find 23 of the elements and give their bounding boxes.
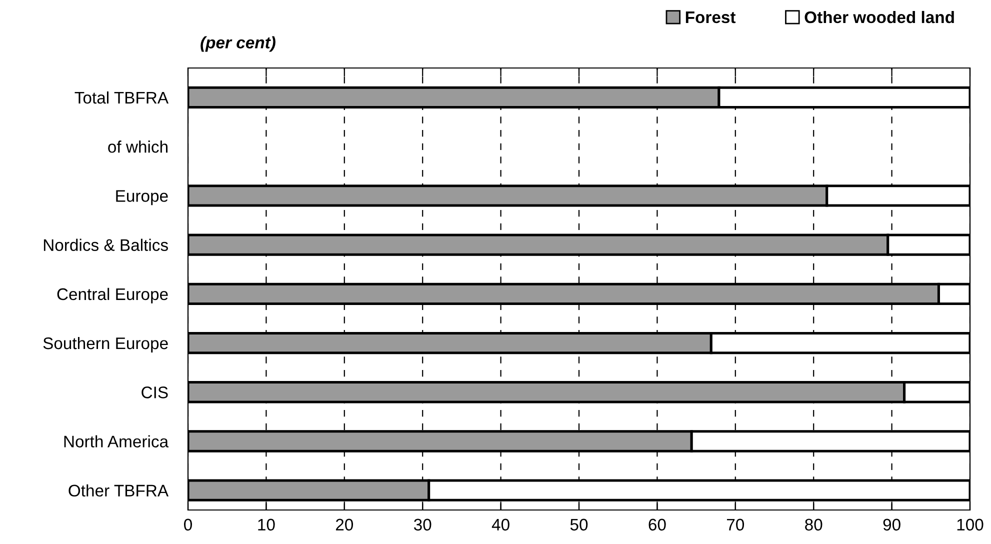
- y-tick-label: North America: [64, 435, 169, 448]
- x-tick-label: 40: [492, 518, 510, 531]
- y-tick-label: CIS: [142, 386, 168, 398]
- y-tick-label: Central Europe: [57, 288, 168, 304]
- y-tick-label: Other TBFRA: [68, 484, 169, 497]
- x-tick-label: 10: [258, 518, 275, 531]
- x-tick-label: 60: [648, 518, 666, 531]
- y-tick-label: of which: [108, 140, 168, 153]
- legend-label: Other wooded land: [804, 10, 954, 24]
- legend-label: Forest: [686, 12, 736, 24]
- x-tick-label: 90: [883, 518, 900, 531]
- x-tick-label: 0: [184, 518, 192, 531]
- x-tick-label: 70: [726, 518, 744, 531]
- chart-subtitle: (per cent): [200, 36, 276, 52]
- y-tick-label: Total TBFRA: [74, 91, 169, 104]
- x-tick-label: 20: [336, 518, 354, 531]
- x-tick-label: 30: [414, 518, 432, 531]
- y-tick-label: Southern Europe: [43, 336, 168, 353]
- x-tick-label: 100: [957, 518, 984, 531]
- y-tick-label: Nordics & Baltics: [44, 238, 168, 252]
- x-tick-label: 50: [570, 518, 588, 531]
- x-tick-label: 80: [805, 518, 822, 531]
- y-tick-label: Europe: [116, 190, 168, 206]
